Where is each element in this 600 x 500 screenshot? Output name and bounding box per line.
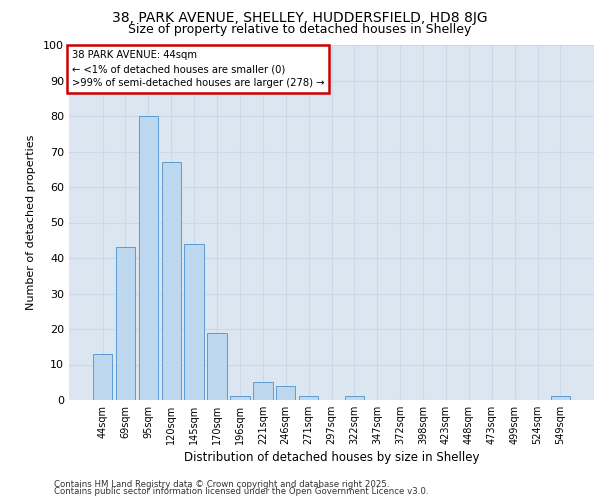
Y-axis label: Number of detached properties: Number of detached properties <box>26 135 36 310</box>
Text: Contains HM Land Registry data © Crown copyright and database right 2025.: Contains HM Land Registry data © Crown c… <box>54 480 389 489</box>
Bar <box>230 396 250 400</box>
Bar <box>139 116 158 400</box>
Bar <box>116 248 135 400</box>
Bar <box>276 386 295 400</box>
Text: Size of property relative to detached houses in Shelley: Size of property relative to detached ho… <box>128 22 472 36</box>
Text: Contains public sector information licensed under the Open Government Licence v3: Contains public sector information licen… <box>54 487 428 496</box>
Text: 38 PARK AVENUE: 44sqm
← <1% of detached houses are smaller (0)
>99% of semi-deta: 38 PARK AVENUE: 44sqm ← <1% of detached … <box>71 50 324 88</box>
X-axis label: Distribution of detached houses by size in Shelley: Distribution of detached houses by size … <box>184 451 479 464</box>
Bar <box>299 396 319 400</box>
Bar <box>551 396 570 400</box>
Bar <box>93 354 112 400</box>
Bar <box>184 244 204 400</box>
Bar <box>253 382 272 400</box>
Bar <box>344 396 364 400</box>
Text: 38, PARK AVENUE, SHELLEY, HUDDERSFIELD, HD8 8JG: 38, PARK AVENUE, SHELLEY, HUDDERSFIELD, … <box>112 11 488 25</box>
Bar <box>161 162 181 400</box>
Bar <box>208 332 227 400</box>
